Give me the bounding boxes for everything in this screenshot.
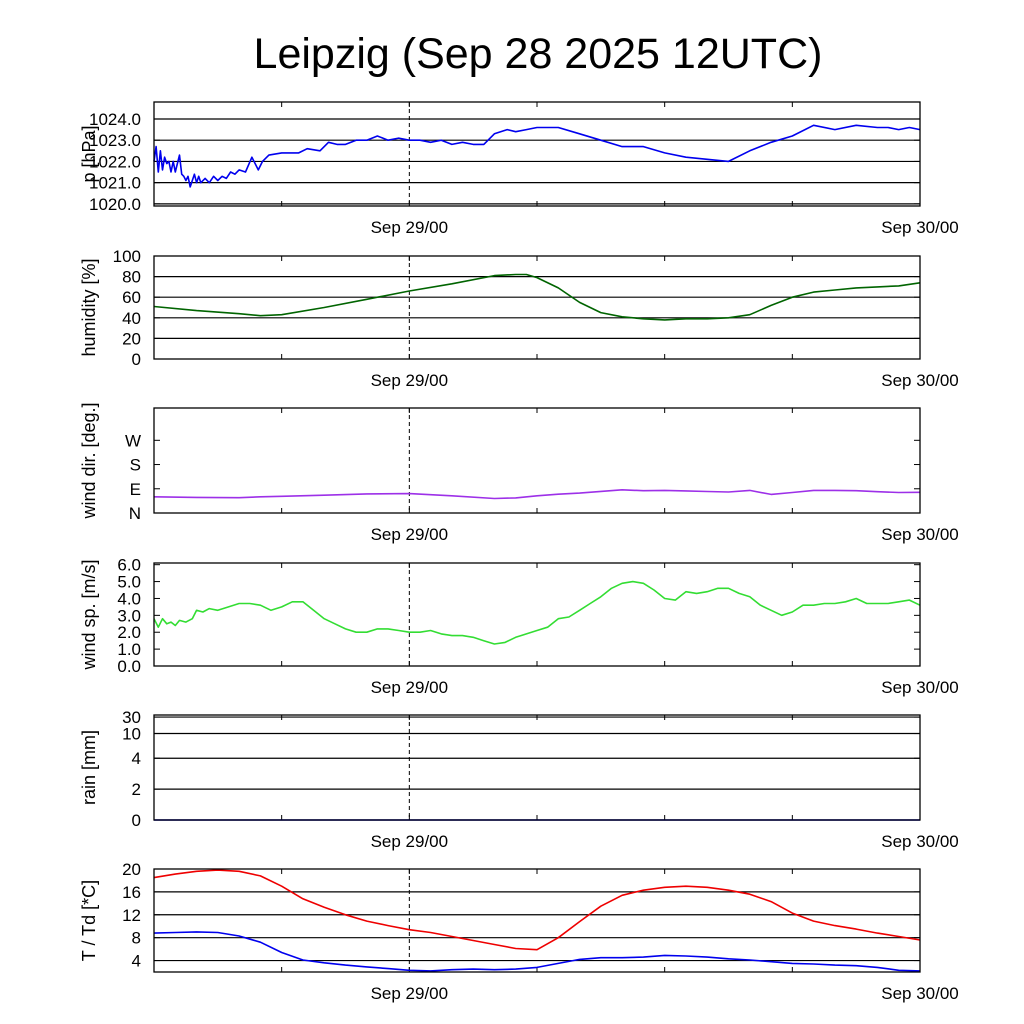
temperature-xtick-label: Sep 29/00: [371, 984, 449, 1003]
humidity-xtick-label: Sep 29/00: [371, 371, 449, 390]
humidity-ytick-label: 60: [122, 288, 141, 307]
wind_direction-frame: [153, 407, 921, 514]
wind_speed-xtick-label: Sep 29/00: [371, 678, 449, 697]
humidity-xtick-label: Sep 30/00: [881, 371, 959, 390]
wind_speed-series-wind-speed: [153, 580, 921, 645]
wind_direction-xtick-label: Sep 30/00: [881, 525, 959, 544]
wind_speed-ylabel: wind sp. [m/s]: [79, 559, 99, 670]
temperature-frame: [153, 868, 921, 973]
temperature-xtick-label: Sep 30/00: [881, 984, 959, 1003]
humidity-frame: [153, 255, 921, 360]
temperature-ytick-label: 4: [132, 952, 141, 971]
temperature-ytick-label: 12: [122, 906, 141, 925]
wind_speed-ytick-label: 4.0: [117, 589, 141, 608]
wind_speed-ytick-label: 3.0: [117, 606, 141, 625]
wind_speed-ytick-label: 6.0: [117, 556, 141, 575]
humidity-ytick-label: 20: [122, 329, 141, 348]
temperature-ytick-label: 20: [122, 860, 141, 879]
pressure-ytick-label: 1022.0: [89, 152, 141, 171]
wind_direction-series-wind-direction: [153, 488, 921, 500]
pressure-ylabel: p [hPa]: [79, 125, 99, 182]
panel-temperature: 4 8 12 16 20 T / Td [*C] Sep 29/00 Sep 30/00: [79, 860, 959, 1003]
rain-ytick-label: 10: [122, 725, 141, 744]
wind_direction-ytick-label: W: [125, 431, 141, 450]
wind_speed-ytick-label: 5.0: [117, 573, 141, 592]
rain-ytick-label: 30: [122, 708, 141, 727]
rain-ytick-label: 4: [132, 749, 141, 768]
rain-ytick-label: 2: [132, 780, 141, 799]
pressure-ytick-label: 1023.0: [89, 131, 141, 150]
wind_direction-ytick-label: E: [130, 480, 141, 499]
pressure-frame: [153, 101, 921, 207]
wind_direction-xtick-label: Sep 29/00: [371, 525, 449, 544]
pressure-ytick-label: 1024.0: [89, 110, 141, 129]
wind_speed-xtick-label: Sep 30/00: [881, 678, 959, 697]
wind_speed-ytick-label: 2.0: [117, 623, 141, 642]
rain-xtick-label: Sep 30/00: [881, 832, 959, 851]
rain-ylabel: rain [mm]: [79, 730, 99, 805]
temperature-ytick-label: 16: [122, 883, 141, 902]
humidity-ytick-label: 40: [122, 309, 141, 328]
pressure-series-pressure: [153, 124, 921, 188]
pressure-ytick-label: 1021.0: [89, 174, 141, 193]
pressure-ytick-label: 1020.0: [89, 195, 141, 214]
wind_direction-ytick-label: N: [129, 504, 141, 523]
wind_speed-ytick-label: 1.0: [117, 640, 141, 659]
chart-title: Leipzig (Sep 28 2025 12UTC): [254, 30, 823, 78]
rain-ytick-label: 0: [132, 811, 141, 830]
wind_speed-ytick-label: 0.0: [117, 657, 141, 676]
wind_direction-ytick-label: S: [130, 456, 141, 475]
humidity-ytick-label: 0: [132, 350, 141, 369]
temperature-series-Td: [153, 931, 921, 972]
rain-xtick-label: Sep 29/00: [371, 832, 449, 851]
wind_direction-ylabel: wind dir. [deg.]: [79, 402, 99, 519]
temperature-ytick-label: 8: [132, 929, 141, 948]
rain-frame: [153, 714, 921, 821]
wind_speed-frame: [153, 562, 921, 667]
panel-pressure: 1020.0 1021.0 1022.0 1023.0 1024.0p [hPa] Sep…: [79, 101, 959, 237]
humidity-ytick-label: 80: [122, 268, 141, 287]
temperature-series-T: [153, 869, 921, 951]
panel-wind_speed: 0.01.02.03.04.05.06.0 wind sp. [m/s] Sep 2…: [79, 556, 959, 697]
humidity-series-humidity: [153, 273, 921, 321]
humidity-ytick-label: 100: [113, 247, 141, 266]
humidity-ylabel: humidity [%]: [79, 258, 99, 356]
pressure-xtick-label: Sep 30/00: [881, 218, 959, 237]
pressure-xtick-label: Sep 29/00: [371, 218, 449, 237]
temperature-ylabel: T / Td [*C]: [79, 880, 99, 961]
